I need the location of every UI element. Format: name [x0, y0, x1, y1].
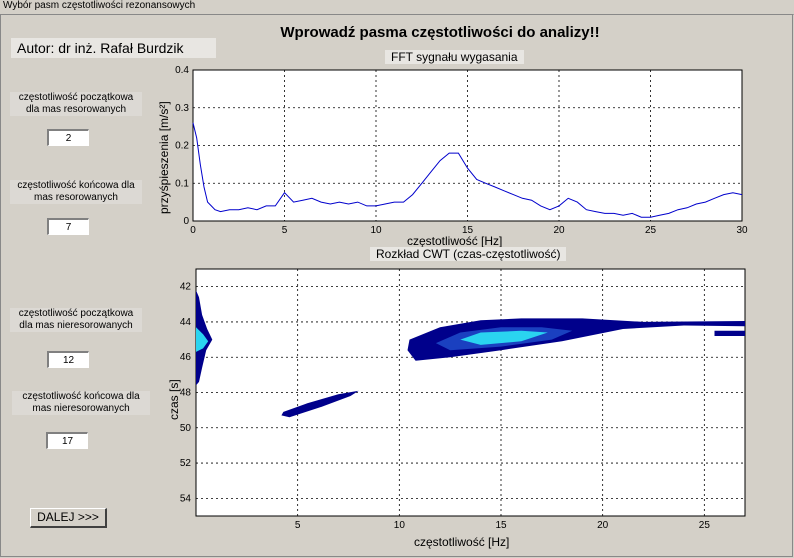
cwt-region-tail — [714, 330, 745, 336]
cwt-xlabel: częstotliwość [Hz] — [414, 535, 510, 549]
fft-series-line — [192, 122, 743, 218]
cwt-ytick-label: 54 — [180, 493, 192, 504]
field-label-end-unsprung-line2: mas nieresorowanych — [32, 403, 130, 414]
field-label-start-sprung: częstotliwość początkowa dla mas resorow… — [10, 92, 142, 116]
fft-ytick-label: 0.2 — [175, 141, 189, 152]
fft-xtick-label: 10 — [370, 225, 382, 236]
cwt-xtick-label: 20 — [597, 520, 609, 531]
cwt-region-streak — [281, 390, 359, 418]
fft-xtick-label: 5 — [282, 225, 288, 236]
cwt-region-low-freq-peak — [196, 327, 209, 352]
cwt-ytick-label: 42 — [180, 282, 192, 293]
next-button[interactable]: DALEJ >>> — [30, 508, 107, 528]
fft-xlabel: częstotliwość [Hz] — [407, 234, 503, 248]
instruction-heading: Wprowadź pasma częstotliwości do analizy… — [280, 24, 600, 41]
end-freq-unsprung-input[interactable] — [46, 432, 88, 449]
field-label-start-sprung-line1: częstotliwość początkowa — [18, 92, 134, 103]
fft-xtick-label: 20 — [553, 225, 565, 236]
fft-xtick-label: 15 — [462, 225, 474, 236]
fft-xtick-label: 0 — [190, 225, 196, 236]
start-freq-sprung-input[interactable] — [47, 129, 89, 146]
field-label-start-unsprung-line2: dla mas nieresorowanych — [19, 320, 133, 331]
end-freq-sprung-input[interactable] — [47, 218, 89, 235]
window-titlebar: Wybór pasm częstotliwości rezonansowych — [0, 0, 794, 15]
start-freq-unsprung-input[interactable] — [47, 351, 89, 368]
cwt-ytick-label: 52 — [180, 458, 192, 469]
field-label-start-unsprung: częstotliwość początkowa dla mas niereso… — [10, 308, 142, 332]
author-label: Autor: dr inż. Rafał Burdzik — [11, 38, 216, 58]
field-label-start-sprung-line2: dla mas resorowanych — [25, 104, 127, 115]
fft-chart-title: FFT sygnału wygasania — [385, 50, 524, 64]
field-label-end-sprung-line1: częstotliwość końcowa dla — [17, 180, 135, 191]
cwt-ytick-label: 44 — [180, 317, 192, 328]
window-title: Wybór pasm częstotliwości rezonansowych — [3, 0, 196, 11]
cwt-xtick-label: 10 — [394, 520, 406, 531]
fft-ylabel: przyśpieszenia [m/s²] — [157, 101, 171, 214]
field-label-end-unsprung: częstotliwość końcowa dla mas nieresorow… — [12, 391, 150, 415]
field-label-start-unsprung-line1: częstotliwość początkowa — [18, 308, 134, 319]
cwt-region-main-peak — [460, 330, 548, 345]
fft-ytick-label: 0.3 — [175, 103, 189, 114]
cwt-xtick-label: 5 — [295, 520, 301, 531]
window-frame — [0, 14, 793, 557]
cwt-xtick-label: 15 — [495, 520, 507, 531]
fft-xtick-label: 30 — [736, 225, 748, 236]
fft-ytick-label: 0 — [183, 216, 189, 227]
cwt-chart-title: Rozkład CWT (czas-częstotliwość) — [370, 247, 567, 261]
fft-chart: 0 5 10 15 20 25 30 0 0.1 0.2 0.3 0.4 — [175, 65, 748, 236]
cwt-xtick-label: 25 — [699, 520, 711, 531]
fft-xtick-label: 25 — [645, 225, 657, 236]
cwt-ytick-label: 46 — [180, 352, 192, 363]
cwt-ytick-label: 48 — [180, 388, 192, 399]
field-label-end-sprung: częstotliwość końcowa dla mas resorowany… — [10, 180, 142, 204]
field-label-end-unsprung-line1: częstotliwość końcowa dla — [22, 391, 140, 402]
cwt-ylabel: czas [s] — [167, 379, 181, 420]
cwt-ytick-label: 50 — [180, 423, 192, 434]
field-label-end-sprung-line2: mas resorowanych — [34, 192, 118, 203]
cwt-chart: 5 10 15 20 25 42 44 46 48 50 52 54 — [180, 268, 746, 531]
fft-ytick-label: 0.4 — [175, 65, 189, 76]
fft-ytick-label: 0.1 — [175, 178, 189, 189]
